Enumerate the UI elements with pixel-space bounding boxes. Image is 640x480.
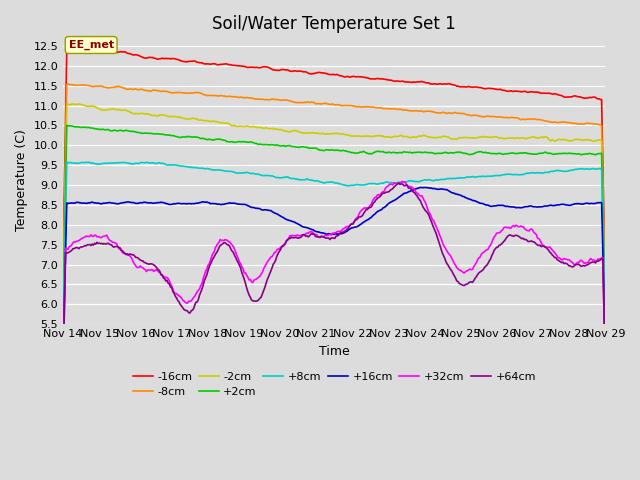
+16cm	[120, 200, 127, 205]
+8cm	[453, 175, 461, 181]
+2cm	[366, 151, 374, 156]
-2cm	[151, 112, 159, 118]
-16cm	[580, 95, 588, 101]
-16cm	[60, 259, 67, 264]
+64cm	[365, 205, 372, 211]
+32cm	[594, 256, 602, 262]
Line: -2cm: -2cm	[63, 104, 605, 313]
+64cm	[580, 263, 588, 268]
+64cm	[150, 262, 157, 268]
+32cm	[365, 205, 372, 211]
+2cm	[63, 122, 70, 128]
-2cm	[69, 101, 77, 107]
-8cm	[64, 81, 72, 87]
-8cm	[453, 110, 461, 116]
+32cm	[60, 363, 67, 369]
-2cm	[602, 311, 609, 316]
-8cm	[580, 121, 588, 127]
Line: +2cm: +2cm	[63, 125, 605, 320]
+16cm	[365, 216, 372, 222]
+16cm	[417, 184, 424, 190]
+32cm	[602, 369, 609, 374]
-8cm	[602, 302, 609, 308]
Legend: -16cm, -8cm, -2cm, +2cm, +8cm, +16cm, +32cm, +64cm: -16cm, -8cm, -2cm, +2cm, +8cm, +16cm, +3…	[128, 367, 540, 402]
+8cm	[602, 325, 609, 331]
Y-axis label: Temperature (C): Temperature (C)	[15, 129, 28, 231]
+2cm	[580, 151, 588, 157]
+64cm	[60, 366, 67, 372]
Title: Soil/Water Temperature Set 1: Soil/Water Temperature Set 1	[212, 15, 456, 33]
+2cm	[594, 151, 602, 156]
+16cm	[60, 346, 67, 351]
Line: -8cm: -8cm	[63, 84, 605, 305]
-2cm	[121, 108, 129, 113]
+16cm	[602, 346, 609, 351]
+8cm	[60, 323, 67, 328]
+2cm	[453, 149, 461, 155]
-8cm	[60, 278, 67, 284]
-2cm	[60, 289, 67, 295]
Line: +8cm: +8cm	[63, 162, 605, 328]
-16cm	[68, 46, 76, 52]
+32cm	[120, 251, 127, 256]
+16cm	[580, 201, 588, 207]
+32cm	[580, 260, 588, 265]
-16cm	[594, 96, 602, 102]
-16cm	[453, 84, 461, 89]
-2cm	[594, 137, 602, 143]
-2cm	[580, 137, 588, 143]
+64cm	[453, 278, 461, 284]
+8cm	[151, 160, 159, 166]
Text: EE_met: EE_met	[68, 40, 114, 50]
+16cm	[150, 200, 157, 206]
+8cm	[366, 180, 374, 186]
+16cm	[453, 191, 461, 197]
-8cm	[366, 104, 374, 110]
-16cm	[366, 76, 374, 82]
Line: +64cm: +64cm	[63, 183, 605, 372]
+8cm	[121, 160, 129, 166]
Line: +16cm: +16cm	[63, 187, 605, 348]
+64cm	[120, 249, 127, 255]
+2cm	[121, 128, 129, 133]
-2cm	[366, 133, 374, 139]
-16cm	[602, 287, 609, 292]
-16cm	[121, 49, 129, 55]
+2cm	[602, 317, 609, 323]
+32cm	[399, 179, 406, 184]
-2cm	[453, 136, 461, 142]
-8cm	[594, 121, 602, 127]
Line: +32cm: +32cm	[63, 181, 605, 372]
X-axis label: Time: Time	[319, 345, 349, 358]
-16cm	[151, 56, 159, 61]
-8cm	[151, 87, 159, 93]
+64cm	[594, 258, 602, 264]
+32cm	[453, 265, 461, 271]
Line: -16cm: -16cm	[63, 49, 605, 289]
-8cm	[121, 85, 129, 91]
+8cm	[594, 166, 602, 172]
+8cm	[580, 166, 588, 172]
+32cm	[150, 268, 157, 274]
+8cm	[83, 159, 90, 165]
+64cm	[395, 180, 403, 186]
+2cm	[60, 301, 67, 307]
+16cm	[594, 200, 602, 205]
+64cm	[602, 369, 609, 374]
+2cm	[151, 131, 159, 137]
